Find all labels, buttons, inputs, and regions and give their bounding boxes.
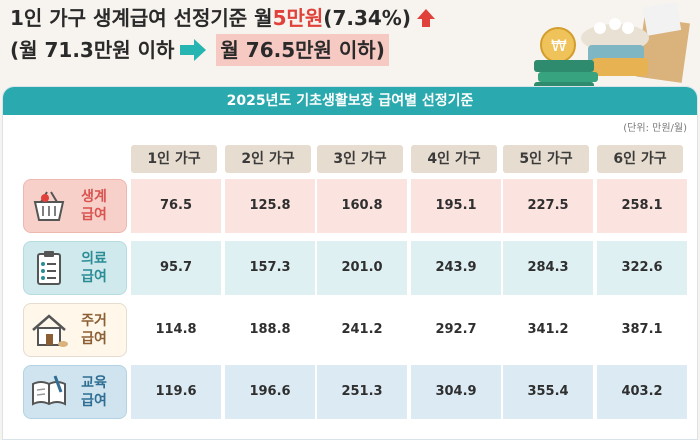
column-header-5: 5인 가구 xyxy=(503,145,589,173)
right-arrow-icon xyxy=(180,39,207,61)
headline-new-threshold: 월 76.5만원 이하) xyxy=(216,34,389,66)
clipboard-icon xyxy=(24,243,74,293)
cell-housing-3: 241.2 xyxy=(317,303,407,357)
shopping-basket-icon xyxy=(24,181,74,231)
up-arrow-icon xyxy=(416,9,435,27)
cell-livelihood-6: 258.1 xyxy=(597,179,687,233)
headline-previous: (월 71.3만원 이하 xyxy=(10,38,175,62)
cell-education-5: 355.4 xyxy=(503,365,593,419)
row-label-education: 교육 급여 xyxy=(23,365,127,419)
cell-livelihood-4: 195.1 xyxy=(411,179,501,233)
cell-education-3: 251.3 xyxy=(317,365,407,419)
cell-livelihood-5: 227.5 xyxy=(503,179,593,233)
cell-education-1: 119.6 xyxy=(131,365,221,419)
headline-line-2: (월 71.3만원 이하 월 76.5만원 이하) xyxy=(10,34,530,66)
selection-criteria-table: 2025년도 기초생활보장 급여별 선정기준 (단위: 만원/월) 1인 가구 … xyxy=(2,86,698,440)
row-label-housing: 주거 급여 xyxy=(23,303,127,357)
cell-medical-6: 322.6 xyxy=(597,241,687,295)
row-label-text: 생계 급여 xyxy=(81,189,107,223)
cell-housing-5: 341.2 xyxy=(503,303,593,357)
row-label-livelihood: 생계 급여 xyxy=(23,179,127,233)
cell-education-2: 196.6 xyxy=(225,365,315,419)
cell-medical-2: 157.3 xyxy=(225,241,315,295)
headline-percent: (7.34%) xyxy=(323,6,411,30)
cell-medical-1: 95.7 xyxy=(131,241,221,295)
column-header-3: 3인 가구 xyxy=(317,145,403,173)
headline-line-1: 1인 가구 생계급여 선정기준 월 5만원 (7.34%) xyxy=(10,2,530,34)
cell-livelihood-3: 160.8 xyxy=(317,179,407,233)
cell-medical-3: 201.0 xyxy=(317,241,407,295)
cell-housing-4: 292.7 xyxy=(411,303,501,357)
unit-label: (단위: 만원/월) xyxy=(623,123,687,134)
cell-housing-6: 387.1 xyxy=(597,303,687,357)
svg-text:₩: ₩ xyxy=(551,36,567,55)
table-banner: 2025년도 기초생활보장 급여별 선정기준 xyxy=(3,87,697,115)
cell-education-4: 304.9 xyxy=(411,365,501,419)
book-pencil-icon xyxy=(24,367,74,417)
cell-livelihood-2: 125.8 xyxy=(225,179,315,233)
house-icon xyxy=(24,305,74,355)
headline-main-text: 1인 가구 생계급여 선정기준 월 xyxy=(10,6,273,30)
cell-livelihood-1: 76.5 xyxy=(131,179,221,233)
row-label-text: 교육 급여 xyxy=(81,375,107,409)
row-label-medical: 의료 급여 xyxy=(23,241,127,295)
headline-amount: 5만원 xyxy=(272,6,324,30)
cell-housing-1: 114.8 xyxy=(131,303,221,357)
headline: 1인 가구 생계급여 선정기준 월 5만원 (7.34%) (월 71.3만원 … xyxy=(10,2,530,66)
column-header-1: 1인 가구 xyxy=(131,145,217,173)
column-header-4: 4인 가구 xyxy=(411,145,497,173)
row-label-text: 주거 급여 xyxy=(81,313,107,347)
cell-medical-5: 284.3 xyxy=(503,241,593,295)
cell-medical-4: 243.9 xyxy=(411,241,501,295)
column-header-2: 2인 가구 xyxy=(225,145,311,173)
row-label-text: 의료 급여 xyxy=(81,251,107,285)
cell-education-6: 403.2 xyxy=(597,365,687,419)
cell-housing-2: 188.8 xyxy=(225,303,315,357)
money-bag-illustration-icon: ₩ xyxy=(534,2,690,91)
column-header-6: 6인 가구 xyxy=(597,145,683,173)
